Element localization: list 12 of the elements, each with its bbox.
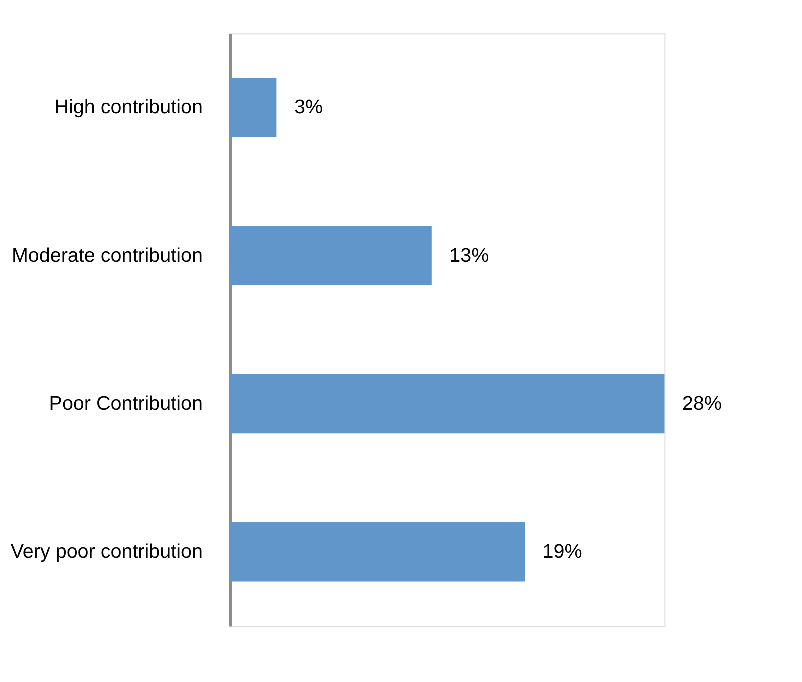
- data-label: 3%: [294, 96, 324, 119]
- bar: [230, 226, 432, 286]
- data-label: 19%: [542, 541, 582, 564]
- bar: [230, 78, 277, 138]
- y-tick-label: Very poor contribution: [10, 541, 203, 564]
- bar: [230, 374, 665, 434]
- y-tick-label: High contribution: [54, 96, 203, 119]
- y-tick-label: Moderate contribution: [12, 244, 203, 267]
- bar: [230, 522, 526, 582]
- y-tick-label: Poor Contribution: [49, 392, 203, 415]
- data-label: 28%: [682, 392, 722, 415]
- data-label: 13%: [450, 244, 490, 267]
